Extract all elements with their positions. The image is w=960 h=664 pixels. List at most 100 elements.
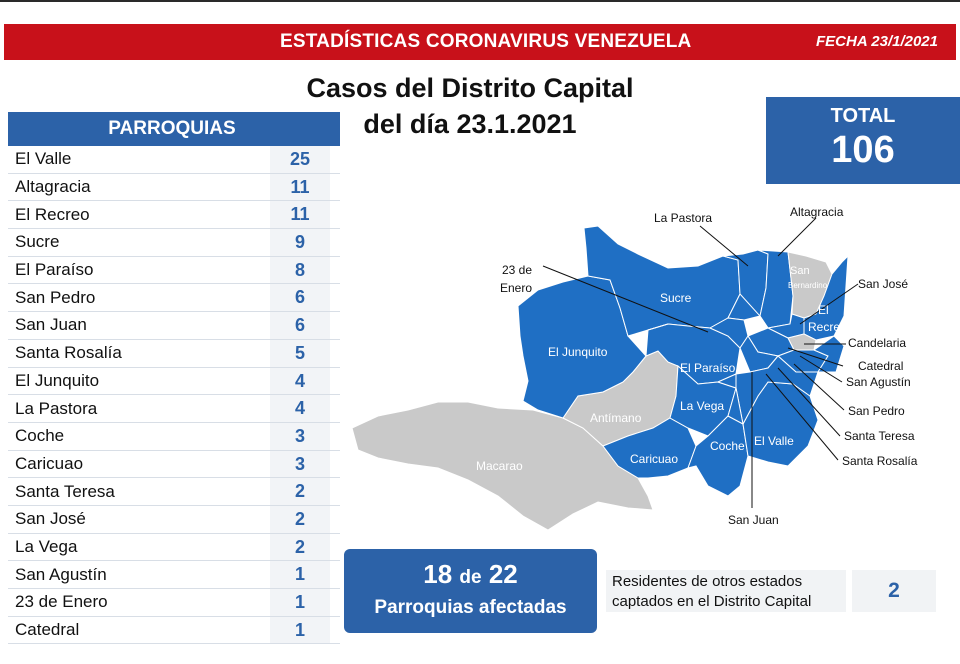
header-bar: ESTADÍSTICAS CORONAVIRUS VENEZUELA FECHA… <box>4 24 956 60</box>
table-row: Coche 3 <box>8 422 340 451</box>
residents-line2: captados en el Distrito Capital <box>612 593 812 610</box>
map-label-sucre: Sucre <box>660 291 692 305</box>
parish-case-count: 1 <box>270 561 330 588</box>
residents-value: 2 <box>852 570 936 612</box>
parish-name: Santa Teresa <box>15 481 115 501</box>
top-divider-line <box>0 0 960 2</box>
map-callout-23-de-enero-1: 23 de <box>502 263 532 277</box>
parishes-table-header: PARROQUIAS <box>8 112 340 146</box>
page-title: Casos del Distrito Capital del día 23.1.… <box>250 70 690 142</box>
parish-case-count: 5 <box>270 339 330 367</box>
table-row: Altagracia 11 <box>8 173 340 202</box>
affected-label: Parroquias afectadas <box>374 597 567 618</box>
map-callout-23-de-enero-2: Enero <box>500 281 532 295</box>
parish-name: Sucre <box>15 232 60 252</box>
parish-name: San Pedro <box>15 287 96 307</box>
map-callout-altagracia: Altagracia <box>790 205 844 219</box>
map-label-san-bernardino-1: San <box>790 265 810 277</box>
parish-case-count: 11 <box>270 173 330 201</box>
map-label-el-valle: El Valle <box>754 434 794 448</box>
parishes-header-label: PARROQUIAS <box>108 118 236 139</box>
page-title-line2: del día 23.1.2021 <box>363 109 577 139</box>
table-row: El Recreo 11 <box>8 201 340 230</box>
map-callout-san-jose: San José <box>858 277 908 291</box>
map-label-san-bernardino-2: Bernardino <box>788 281 828 290</box>
parish-name: La Pastora <box>15 398 98 418</box>
map-callout-catedral: Catedral <box>858 359 903 373</box>
parish-case-count: 25 <box>270 146 330 173</box>
table-row: San José 2 <box>8 505 340 534</box>
parish-case-count: 6 <box>270 284 330 312</box>
parish-name: San Juan <box>15 315 87 335</box>
affected-total: 22 <box>488 559 518 589</box>
parish-case-count: 2 <box>270 505 330 533</box>
table-row: San Pedro 6 <box>8 284 340 313</box>
table-row: San Juan 6 <box>8 312 340 340</box>
map-callout-santa-rosalia: Santa Rosalía <box>842 454 918 468</box>
table-row: Santa Teresa 2 <box>8 478 340 506</box>
parish-name: Santa Rosalía <box>15 343 122 363</box>
table-row: El Paraíso 8 <box>8 256 340 285</box>
total-value: 106 <box>831 129 895 171</box>
parish-name: San José <box>15 509 86 529</box>
header-date: FECHA 23/1/2021 <box>815 33 938 50</box>
map-label-el-paraiso: El Paraíso <box>680 361 736 375</box>
parishes-table: PARROQUIAS El Valle 25 Altagracia 11 El Recr… <box>8 112 340 645</box>
table-row: 23 de Enero 1 <box>8 589 340 617</box>
affected-count: 18 <box>423 559 453 589</box>
parish-name: El Paraíso <box>15 260 94 280</box>
parish-case-count: 3 <box>270 422 330 450</box>
parish-case-count: 1 <box>270 616 330 644</box>
affected-of: de <box>459 567 482 588</box>
map-leader-lines <box>542 217 859 508</box>
parish-name: 23 de Enero <box>15 592 108 612</box>
parish-case-count: 4 <box>270 395 330 422</box>
map-region-san-pedro <box>812 335 845 373</box>
map-callout-candelaria: Candelaria <box>848 336 906 350</box>
parish-name: Catedral <box>15 620 80 640</box>
table-row: El Valle 25 <box>8 146 340 174</box>
table-row: La Pastora 4 <box>8 395 340 423</box>
table-row: La Vega 2 <box>8 533 340 562</box>
map-region-el-recreo <box>803 254 849 341</box>
map-callout-la-pastora: La Pastora <box>654 211 712 225</box>
map-callout-santa-teresa: Santa Teresa <box>844 429 915 443</box>
table-row: San Agustín 1 <box>8 561 340 589</box>
table-row: El Junquito 4 <box>8 367 340 396</box>
header-title: ESTADÍSTICAS CORONAVIRUS VENEZUELA <box>280 31 692 52</box>
residents-line1: Residentes de otros estados <box>612 573 803 590</box>
residents-box: Residentes de otros estados captados en … <box>606 570 846 612</box>
parish-case-count: 8 <box>270 256 330 284</box>
table-row: Caricuao 3 <box>8 450 340 479</box>
map-label-coche: Coche <box>710 439 745 453</box>
table-row: Catedral 1 <box>8 616 340 645</box>
map-callout-san-pedro: San Pedro <box>848 404 905 418</box>
map-label-el-recreo-1: El <box>818 303 829 317</box>
map-callout-san-agustin: San Agustín <box>846 375 911 389</box>
parish-case-count: 9 <box>270 229 330 256</box>
parish-case-count: 4 <box>270 367 330 395</box>
map-label-caricuao: Caricuao <box>630 452 678 466</box>
map-label-antimano: Antímano <box>590 411 642 425</box>
map-callout-san-juan: San Juan <box>728 513 779 527</box>
map-label-el-junquito: El Junquito <box>548 345 608 359</box>
parish-name: Altagracia <box>15 177 91 197</box>
total-label: TOTAL <box>830 105 896 127</box>
map-label-la-vega: La Vega <box>680 399 724 413</box>
parish-case-count: 2 <box>270 478 330 505</box>
parish-name: El Junquito <box>15 370 100 390</box>
caracas-map: Sucre El Junquito El Paraíso La Vega Ant… <box>351 205 918 531</box>
parish-name: El Recreo <box>15 204 90 224</box>
parish-case-count: 3 <box>270 450 330 478</box>
table-row: Sucre 9 <box>8 229 340 257</box>
page-title-line1: Casos del Distrito Capital <box>306 73 634 103</box>
parish-name: La Vega <box>15 536 78 556</box>
parish-name: Caricuao <box>15 453 84 473</box>
map-region-macarao <box>351 401 654 531</box>
parish-case-count: 6 <box>270 312 330 339</box>
parish-name: Coche <box>15 426 65 446</box>
parish-case-count: 2 <box>270 533 330 561</box>
map-label-el-recreo-2: Recreo <box>808 320 847 334</box>
parish-case-count: 1 <box>270 589 330 616</box>
affected-parishes-box: 18 de 22 Parroquias afectadas <box>344 549 597 633</box>
